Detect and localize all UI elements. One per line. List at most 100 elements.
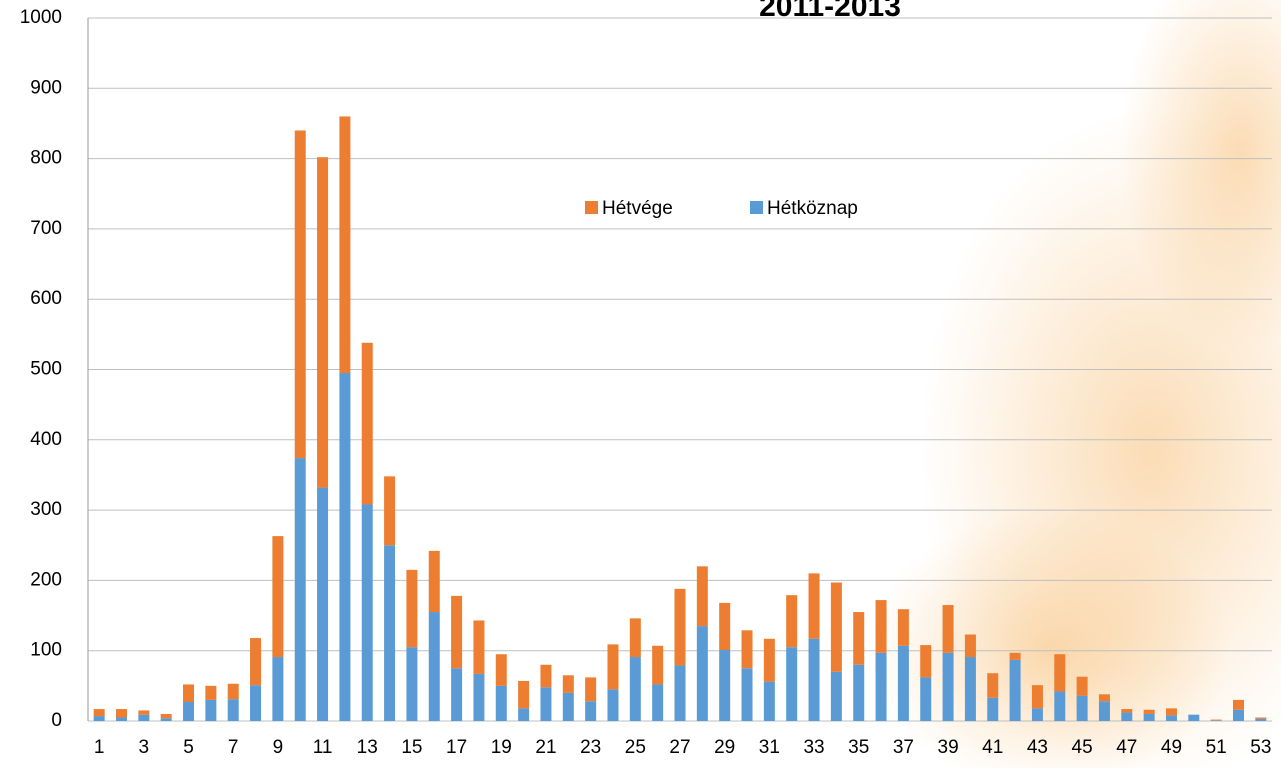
x-tick-label: 9	[273, 737, 284, 758]
bar-segment	[1255, 717, 1266, 718]
bar-segment	[607, 644, 618, 689]
bar-segment	[831, 672, 842, 721]
y-tick-label: 1000	[20, 7, 62, 28]
bar-segment	[809, 573, 820, 638]
x-tick-label: 23	[580, 737, 601, 758]
bar-segment	[272, 657, 283, 721]
x-tick-label: 39	[938, 737, 959, 758]
bar-segment	[1144, 714, 1155, 721]
y-tick-label: 100	[30, 640, 62, 661]
bar-segment	[1077, 696, 1088, 721]
bar-segment	[719, 650, 730, 721]
bar-segment	[518, 681, 529, 708]
bar-segment	[339, 373, 350, 721]
bar-segment	[809, 639, 820, 721]
bar-segment	[228, 684, 239, 699]
bar-segment	[764, 682, 775, 721]
bar-segment	[1054, 691, 1065, 721]
bar-segment	[406, 570, 417, 647]
x-tick-label: 21	[535, 737, 556, 758]
bar-segment	[742, 668, 753, 721]
bar-segment	[1166, 715, 1177, 721]
x-tick-label: 53	[1250, 737, 1271, 758]
bar-segment	[1032, 708, 1043, 721]
bar-segment	[138, 710, 149, 714]
bar-segment	[630, 618, 641, 657]
x-tick-label: 45	[1072, 737, 1093, 758]
legend-label: Hétvége	[602, 198, 673, 219]
x-tick-label: 31	[759, 737, 780, 758]
x-tick-label: 37	[893, 737, 914, 758]
x-tick-label: 11	[313, 737, 333, 758]
legend-label: Hétköznap	[767, 198, 858, 219]
bar-segment	[585, 677, 596, 701]
bar-segment	[1121, 709, 1132, 713]
bar-segment	[987, 673, 998, 698]
bar-segment	[607, 689, 618, 721]
bar-segment	[943, 653, 954, 721]
bar-segment	[764, 639, 775, 682]
bar-segment	[205, 700, 216, 721]
bar-segment	[1188, 715, 1199, 721]
x-tick-label: 47	[1116, 737, 1137, 758]
legend: Hétvége Hétköznap	[585, 198, 858, 219]
bar-segment	[496, 654, 507, 686]
bar-segment	[652, 684, 663, 721]
bar-segment	[362, 504, 373, 721]
bar-segment	[451, 596, 462, 668]
y-tick-label: 600	[30, 288, 62, 309]
bar-segment	[786, 595, 797, 647]
bar-segment	[920, 645, 931, 677]
bar-segment	[429, 612, 440, 721]
bar-segment	[518, 708, 529, 721]
x-tick-label: 13	[357, 737, 378, 758]
x-tick-label: 33	[803, 737, 824, 758]
x-tick-label: 7	[228, 737, 239, 758]
bar-segment	[719, 603, 730, 650]
bar-segment	[965, 635, 976, 657]
y-tick-label: 0	[51, 710, 62, 731]
bar-segment	[697, 626, 708, 721]
bar-segment	[675, 589, 686, 666]
y-tick-label: 700	[30, 218, 62, 239]
bar-segment	[295, 130, 306, 458]
bar-segment	[339, 116, 350, 373]
bar-segment	[429, 551, 440, 612]
bar-segment	[876, 653, 887, 721]
bar-segment	[362, 343, 373, 505]
bar-segment	[183, 702, 194, 721]
y-tick-label: 200	[30, 569, 62, 590]
x-tick-label: 41	[982, 737, 1003, 758]
bar-segment	[94, 709, 105, 716]
page: {"chart_data": {"type": "stacked-bar", "…	[0, 0, 1281, 768]
bar-segment	[451, 668, 462, 721]
bar-segment	[116, 717, 127, 721]
x-tick-label: 15	[401, 737, 422, 758]
y-tick-label: 400	[30, 429, 62, 450]
bar-segment	[116, 709, 127, 717]
bar-segment	[1211, 720, 1222, 721]
bar-segment	[272, 536, 283, 657]
bar-segment	[1010, 660, 1021, 721]
bar-segment	[1255, 719, 1266, 721]
bar-segment	[1211, 720, 1222, 721]
bar-segment	[138, 715, 149, 721]
bar-segment	[742, 630, 753, 668]
bar-segment	[1032, 685, 1043, 708]
bar-segment	[496, 686, 507, 721]
bar-segment	[384, 476, 395, 545]
bar-segment	[965, 657, 976, 721]
legend-swatch	[750, 201, 763, 214]
bar-segment	[250, 685, 261, 721]
x-tick-label: 17	[446, 737, 467, 758]
bar-segment	[563, 693, 574, 721]
bar-segment	[652, 646, 663, 685]
bar-segment	[94, 716, 105, 721]
bar-segment	[1144, 710, 1155, 714]
bar-segment	[563, 675, 574, 693]
bar-segment	[1233, 700, 1244, 710]
bar-segment	[630, 657, 641, 721]
bar-segment	[853, 612, 864, 665]
bar-segment	[473, 620, 484, 673]
bar-segment	[987, 698, 998, 721]
